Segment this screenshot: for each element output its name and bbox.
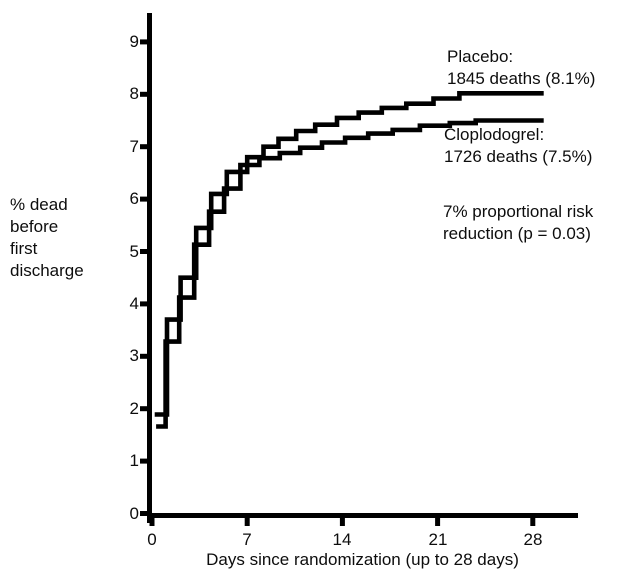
x-tick-mark [435,514,441,526]
y-axis-label-line: % dead [10,195,68,214]
x-tick-label: 0 [147,530,157,549]
clopidogrel-series-name: Cloplodogrel: [444,125,545,144]
x-tick-label: 28 [523,530,543,549]
x-tick-label: 7 [242,530,252,549]
placebo-annotation: Placebo: 1845 deaths (8.1%) [447,46,595,90]
x-tick-mark [149,514,155,526]
y-tick-mark [140,458,147,464]
y-tick-label: 9 [129,32,139,51]
y-axis-label-line: first [10,239,38,258]
y-axis-label-line: discharge [10,261,84,280]
y-tick-label: 8 [129,84,139,103]
y-tick-label: 3 [129,346,139,365]
risk-reduction-line1: 7% proportional risk [443,202,594,221]
y-tick-mark [140,511,147,516]
y-tick-mark [140,301,147,307]
y-tick-label: 2 [129,399,139,418]
y-tick-label: 5 [129,242,139,261]
y-tick-label: 7 [129,137,139,156]
y-tick-label: 6 [129,189,139,208]
y-tick-mark [140,406,147,412]
y-tick-mark [140,39,147,45]
risk-reduction-line2: reduction (p = 0.03) [443,224,591,243]
y-tick-label: 0 [129,504,139,523]
clopidogrel-annotation: Cloplodogrel: 1726 deaths (7.5%) [444,124,592,168]
x-tick-mark [339,514,345,526]
y-tick-mark [140,91,147,97]
y-tick-mark [140,144,147,150]
x-axis-line [147,513,578,518]
y-tick-mark [140,196,147,202]
x-axis-title: Days since randomization (up to 28 days) [206,550,519,569]
y-axis-label-line: before [10,217,59,236]
y-tick-mark [140,249,147,254]
y-axis-line [147,13,152,523]
y-tick-mark [140,353,147,359]
x-tick-label: 21 [428,530,448,549]
x-axis-ticks [149,514,536,526]
y-axis-label: % dead before first discharge [10,194,84,282]
placebo-series-name: Placebo: [447,47,514,66]
x-tick-label: 14 [332,530,352,549]
y-tick-label: 1 [129,451,139,470]
y-axis-ticks [140,39,147,516]
x-tick-mark [244,514,250,526]
x-tick-mark [530,514,536,526]
y-tick-label: 4 [129,294,139,313]
clopidogrel-deaths-text: 1726 deaths (7.5%) [444,147,593,166]
clopidogrel-curve [156,118,544,429]
risk-reduction-annotation: 7% proportional risk reduction (p = 0.03… [443,201,593,245]
placebo-deaths-text: 1845 deaths (8.1%) [447,69,596,88]
